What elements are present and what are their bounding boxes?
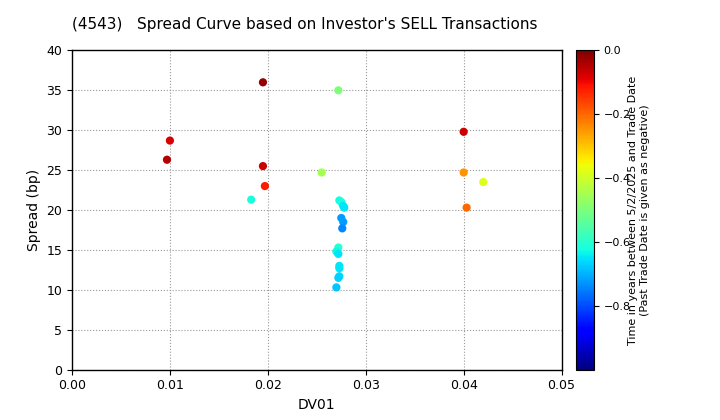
Point — [330, 248, 342, 255]
Point — [333, 262, 345, 269]
Point — [477, 178, 489, 185]
Point — [338, 218, 349, 225]
Point — [338, 204, 350, 211]
Point — [336, 215, 347, 221]
Point — [257, 163, 269, 169]
Point — [333, 265, 345, 272]
Point — [336, 225, 348, 232]
Text: (4543)   Spread Curve based on Investor's SELL Transactions: (4543) Spread Curve based on Investor's … — [72, 17, 538, 32]
Point — [161, 156, 173, 163]
Point — [333, 273, 345, 280]
Point — [316, 169, 328, 176]
Y-axis label: Spread (bp): Spread (bp) — [27, 169, 41, 251]
Point — [461, 204, 472, 211]
Point — [333, 197, 345, 204]
Point — [257, 79, 269, 86]
Point — [338, 202, 349, 209]
X-axis label: DV01: DV01 — [298, 398, 336, 412]
Point — [333, 250, 344, 257]
Point — [333, 244, 344, 251]
Point — [336, 199, 347, 205]
Point — [330, 284, 342, 291]
Point — [458, 169, 469, 176]
Y-axis label: Time in years between 5/2/2025 and Trade Date
(Past Trade Date is given as negat: Time in years between 5/2/2025 and Trade… — [629, 75, 650, 345]
Point — [333, 275, 344, 281]
Point — [246, 196, 257, 203]
Point — [333, 87, 344, 94]
Point — [458, 129, 469, 135]
Point — [164, 137, 176, 144]
Point — [259, 183, 271, 189]
